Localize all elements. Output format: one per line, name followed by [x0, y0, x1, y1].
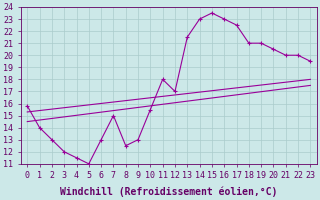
X-axis label: Windchill (Refroidissement éolien,°C): Windchill (Refroidissement éolien,°C) [60, 186, 277, 197]
